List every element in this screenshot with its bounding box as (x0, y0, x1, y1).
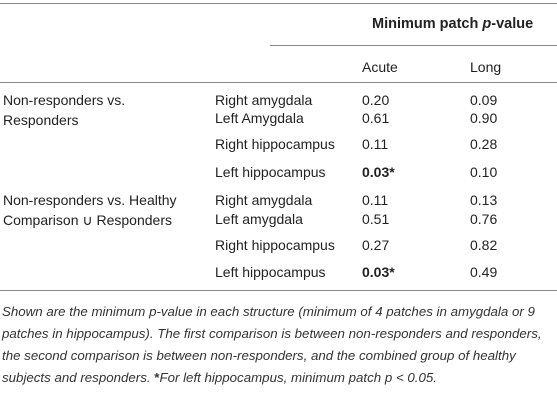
acute-value: 0.03* (362, 164, 395, 180)
footnote-text: For left hippocampus, minimum patch p < … (159, 370, 437, 385)
long-value: 0.49 (470, 264, 498, 280)
structure: Right amygdala (215, 92, 313, 108)
header-text: Minimum patch (372, 16, 483, 32)
structure: Left hippocampus (215, 164, 326, 180)
long-value: 0.13 (470, 192, 498, 208)
header-rule (270, 45, 557, 46)
header-bottom-rule (0, 82, 557, 83)
long-value: 0.90 (470, 110, 498, 126)
column-header: Acute (362, 59, 398, 75)
acute-value: 0.11 (362, 136, 389, 152)
footnote-text: Shown are the minimum p-value in each st… (2, 304, 542, 385)
group-label: Non-responders vs. (3, 92, 126, 108)
structure: Right amygdala (215, 192, 313, 208)
long-value: 0.76 (470, 211, 498, 227)
acute-value: 0.03* (362, 264, 395, 280)
acute-value: 0.27 (362, 237, 390, 253)
structure: Left amygdala (215, 211, 303, 227)
header-text: -value (491, 16, 534, 32)
structure: Left hippocampus (215, 264, 326, 280)
bottom-rule (0, 290, 557, 291)
acute-value: 0.11 (362, 192, 389, 208)
top-rule (0, 3, 557, 4)
structure: Right hippocampus (215, 237, 335, 253)
long-value: 0.10 (470, 164, 498, 180)
header-title: Minimum patch p-value (372, 15, 533, 33)
structure: Left Amygdala (215, 110, 304, 126)
acute-value: 0.61 (362, 110, 390, 126)
long-value: 0.82 (470, 237, 498, 253)
column-header: Long (470, 59, 502, 75)
header-italic: p (482, 16, 492, 32)
group-label: Comparison ∪ Responders (3, 212, 172, 228)
group-label: Responders (3, 112, 79, 128)
structure: Right hippocampus (215, 136, 335, 152)
footnote-mark: * (154, 370, 160, 385)
footnote: Shown are the minimum p-value in each st… (2, 301, 550, 389)
acute-value: 0.20 (362, 92, 390, 108)
long-value: 0.09 (470, 92, 498, 108)
long-value: 0.28 (470, 136, 498, 152)
acute-value: 0.51 (362, 211, 390, 227)
group-label: Non-responders vs. Healthy (3, 192, 177, 208)
